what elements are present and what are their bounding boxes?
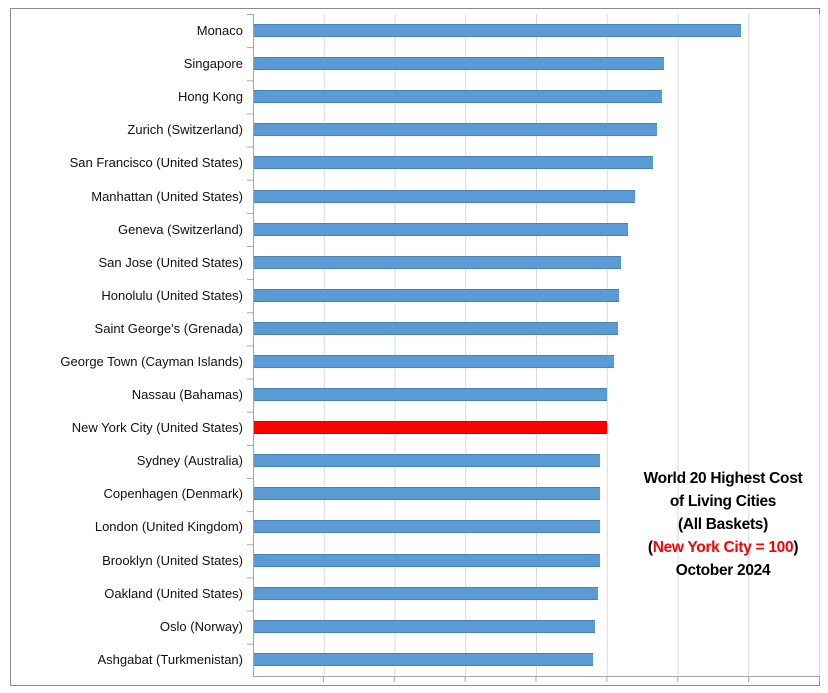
- bar-track: [254, 222, 819, 236]
- bar: [254, 288, 620, 302]
- annotation-line-3: (All Baskets): [678, 516, 768, 533]
- bar-track: [254, 24, 819, 38]
- bar-row: San Jose (United States): [11, 246, 819, 279]
- category-label: San Francisco (United States): [69, 155, 243, 171]
- bar-row: Zurich (Switzerland): [11, 113, 819, 146]
- category-label: Saint George's (Grenada): [94, 320, 243, 336]
- bar: [254, 586, 599, 600]
- bar-row: Nassau (Bahamas): [11, 378, 819, 411]
- bar-row: Sydney (Australia): [11, 444, 819, 477]
- annotation-line-4: (New York City = 100): [622, 536, 824, 559]
- bar: [254, 553, 601, 567]
- category-label: Singapore: [183, 56, 243, 72]
- chart-frame: Monaco Singapore Hong Kong Zurich (Switz…: [10, 8, 820, 686]
- bar-row: Hong Kong: [11, 80, 819, 113]
- bar-track: [254, 388, 819, 402]
- bar: [254, 90, 662, 104]
- bar-row: Brooklyn (United States): [11, 544, 819, 577]
- bar-row: New York City (United States): [11, 411, 819, 444]
- bar-track: [254, 354, 819, 368]
- category-label: London (United Kingdom): [94, 519, 243, 535]
- category-label: Oakland (United States): [104, 585, 243, 601]
- bar-row: Singapore: [11, 47, 819, 80]
- bar-track: [254, 156, 819, 170]
- bar: [254, 189, 636, 203]
- bar-track: [254, 652, 819, 666]
- bar-row: Saint George's (Grenada): [11, 312, 819, 345]
- category-label: Geneva (Switzerland): [118, 221, 243, 237]
- category-label: Honolulu (United States): [101, 287, 243, 303]
- bar: [254, 222, 629, 236]
- bar-row: Oslo (Norway): [11, 610, 819, 643]
- bar-track: [254, 421, 819, 435]
- bar: [254, 652, 593, 666]
- annotation-nyc-equals-100: New York City = 100: [652, 539, 794, 556]
- bar-row: London (United Kingdom): [11, 510, 819, 543]
- bar-rows-container: Monaco Singapore Hong Kong Zurich (Switz…: [11, 14, 819, 676]
- bar-track: [254, 553, 819, 567]
- category-label: Copenhagen (Denmark): [103, 486, 243, 502]
- bar: [254, 156, 654, 170]
- bar-row: Copenhagen (Denmark): [11, 477, 819, 510]
- bar: [254, 421, 608, 435]
- annotation-line-5: October 2024: [675, 562, 771, 579]
- bar-track: [254, 90, 819, 104]
- annotation-line-2: of Living Cities: [669, 493, 777, 510]
- bar-row: Monaco: [11, 14, 819, 47]
- bar-row: Manhattan (United States): [11, 179, 819, 212]
- bar: [254, 487, 601, 501]
- category-label: Hong Kong: [177, 89, 243, 105]
- annotation-line-1: World 20 Highest Cost: [643, 470, 803, 487]
- category-label: San Jose (United States): [98, 254, 243, 270]
- bar-row: San Francisco (United States): [11, 146, 819, 179]
- category-label: New York City (United States): [71, 420, 243, 436]
- category-axis-ticks: [247, 14, 254, 677]
- bar: [254, 255, 622, 269]
- bar-row: George Town (Cayman Islands): [11, 345, 819, 378]
- bar: [254, 454, 601, 468]
- bar: [254, 388, 608, 402]
- bar: [254, 321, 618, 335]
- bar-track: [254, 487, 819, 501]
- category-label: Manhattan (United States): [91, 188, 243, 204]
- annotation-paren-close: ): [793, 539, 799, 556]
- bar: [254, 57, 664, 71]
- bar-track: [254, 619, 819, 633]
- bar-row: Geneva (Switzerland): [11, 213, 819, 246]
- bar: [254, 520, 601, 534]
- bar-track: [254, 586, 819, 600]
- bar-track: [254, 520, 819, 534]
- chart-annotation: World 20 Highest Cost of Living Cities (…: [622, 467, 824, 582]
- bar-track: [254, 255, 819, 269]
- category-label: Sydney (Australia): [136, 453, 243, 469]
- bar: [254, 24, 742, 38]
- bar-track: [254, 189, 819, 203]
- bar-track: [254, 288, 819, 302]
- category-label: George Town (Cayman Islands): [60, 353, 243, 369]
- bar: [254, 354, 615, 368]
- bar-track: [254, 123, 819, 137]
- bar-row: Honolulu (United States): [11, 279, 819, 312]
- bar-row: Oakland (United States): [11, 577, 819, 610]
- bar: [254, 123, 657, 137]
- category-label: Monaco: [196, 23, 243, 39]
- category-label: Brooklyn (United States): [102, 552, 243, 568]
- category-label: Oslo (Norway): [159, 618, 243, 634]
- bar-track: [254, 454, 819, 468]
- bar-track: [254, 57, 819, 71]
- bar-row: Ashgabat (Turkmenistan): [11, 643, 819, 676]
- annotation-paren-open: (: [647, 539, 653, 556]
- category-label: Zurich (Switzerland): [127, 122, 243, 138]
- category-label: Nassau (Bahamas): [131, 387, 243, 403]
- bar-track: [254, 321, 819, 335]
- category-label: Ashgabat (Turkmenistan): [97, 651, 243, 667]
- value-axis-ticks: [253, 677, 820, 682]
- bar: [254, 619, 595, 633]
